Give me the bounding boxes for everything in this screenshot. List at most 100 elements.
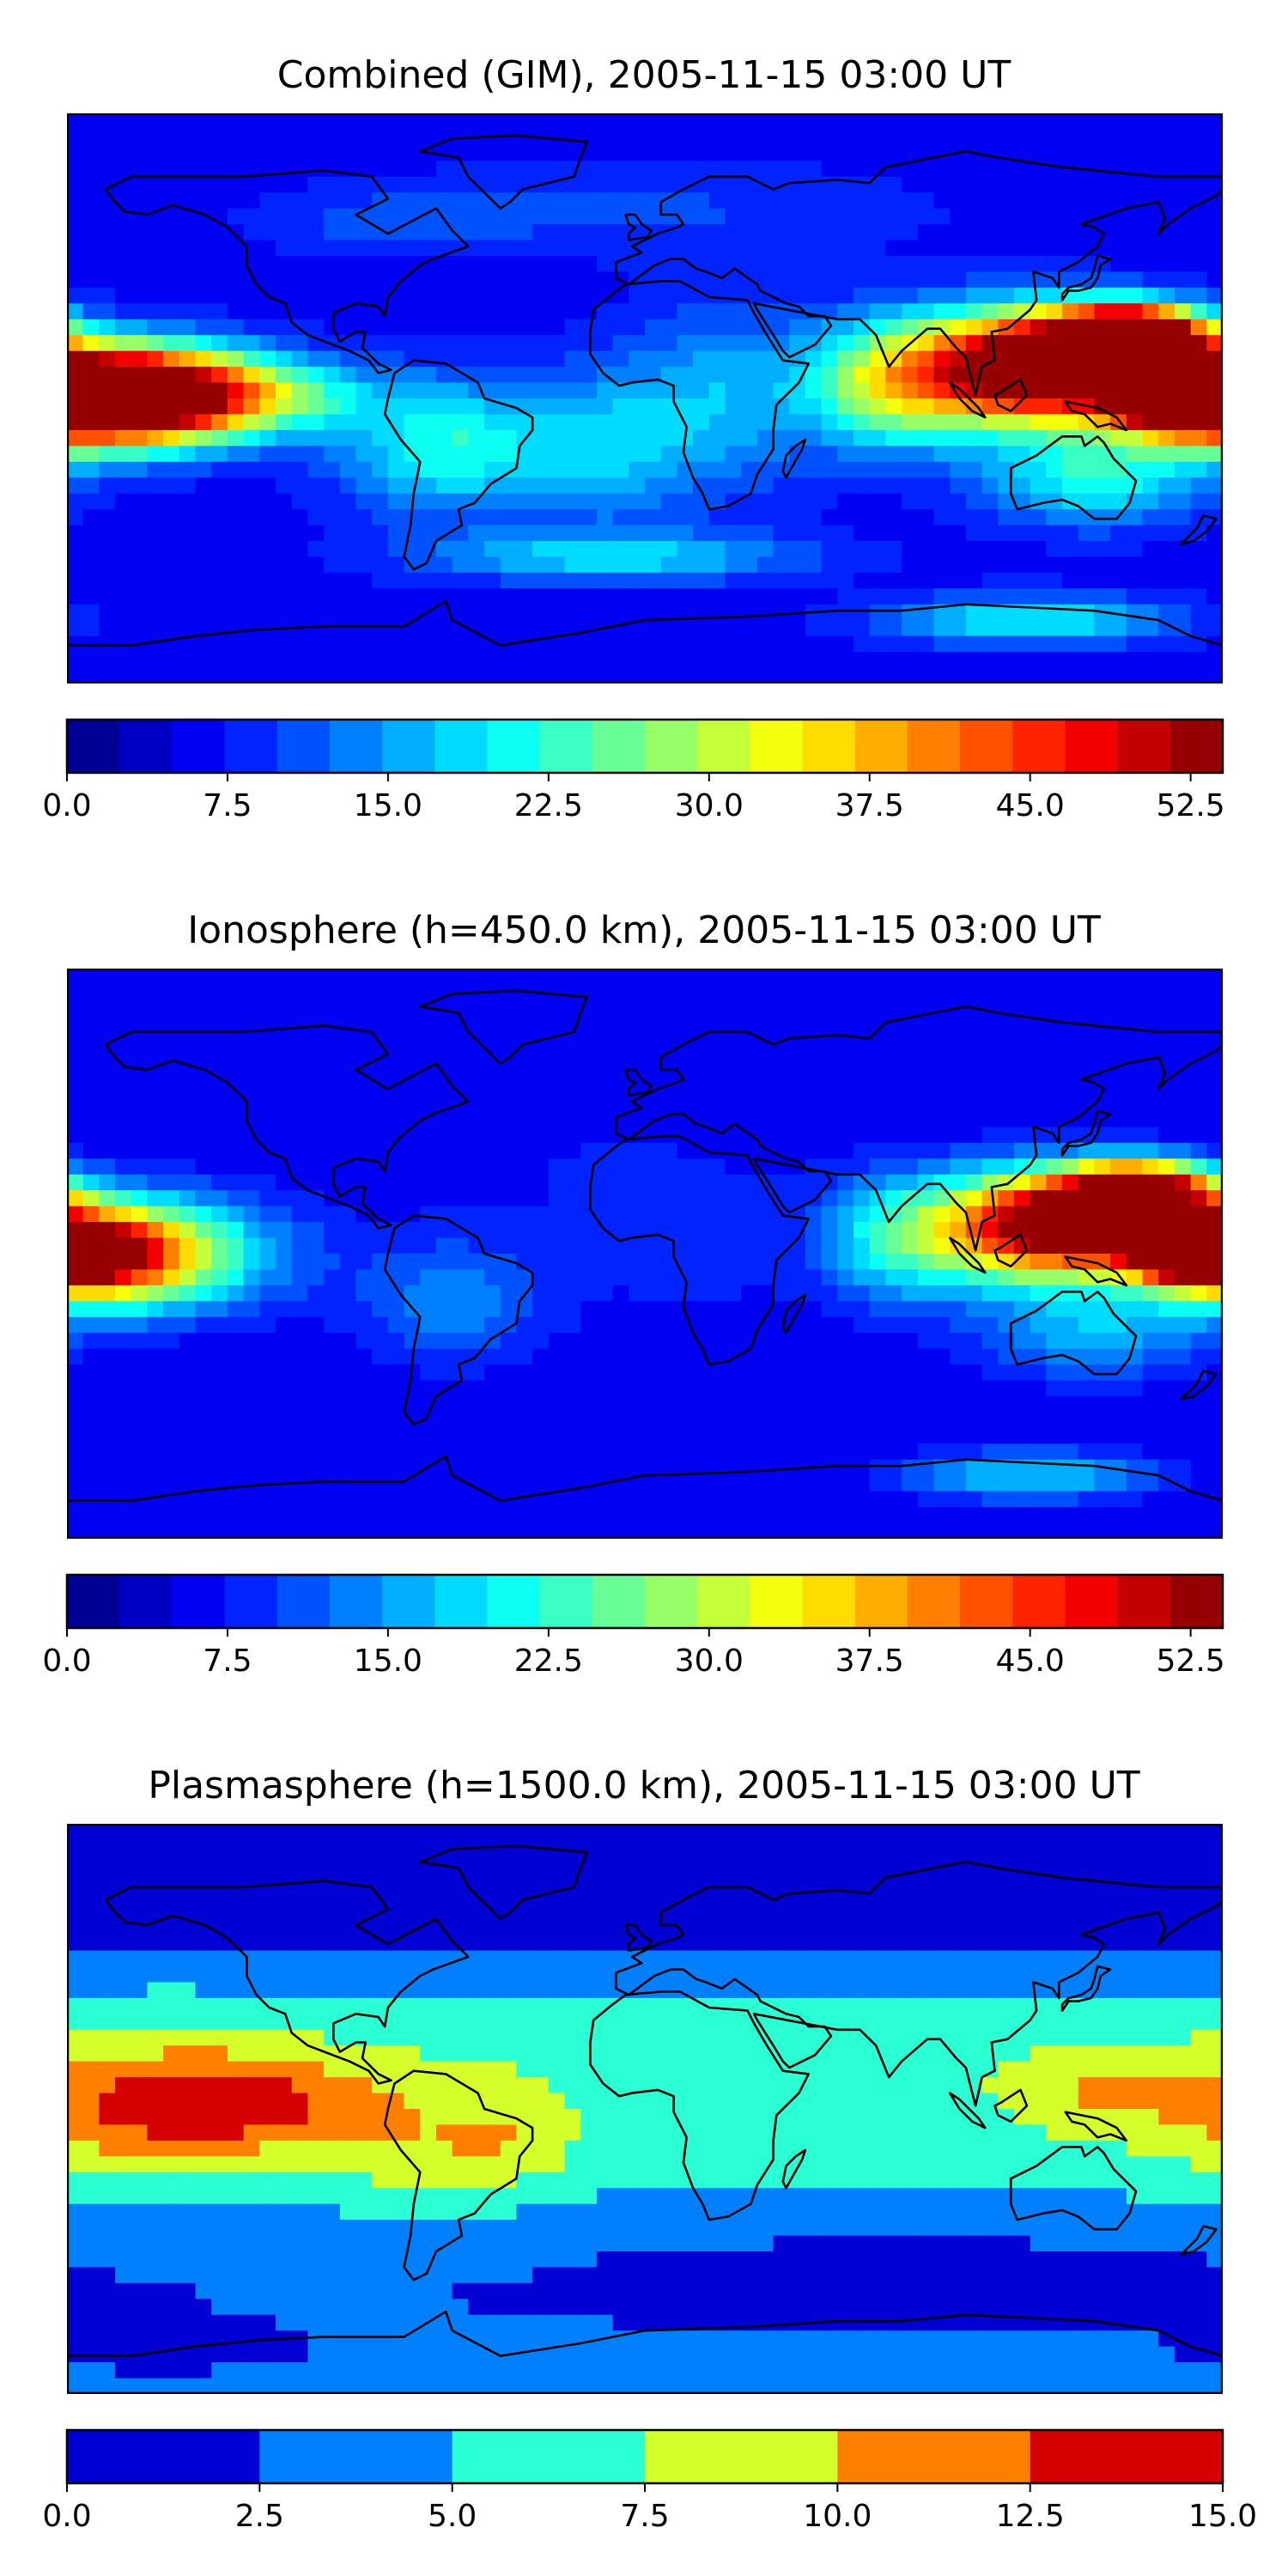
field-cell [1013,509,1031,526]
field-cell [435,1174,453,1191]
field-cell [854,350,871,368]
field-cell [677,382,694,399]
field-cell [420,446,437,463]
field-cell [998,525,1015,542]
field-cell [805,1079,823,1097]
field-cell [484,652,501,669]
field-cell [1174,303,1192,320]
field-cell [468,969,485,986]
field-cell [147,1222,164,1239]
field-cell [854,1174,871,1191]
field-cell [1013,367,1031,384]
field-cell [837,652,854,669]
field-cell [789,287,806,304]
field-cell [484,176,501,193]
field-cell [452,1127,469,1144]
field-cell [837,477,854,495]
field-cell [805,1174,823,1191]
field-cell [324,414,341,431]
field-cell [179,382,197,399]
field-cell [339,1348,357,1365]
field-cell [227,652,245,669]
field-cell [420,1190,437,1207]
field-cell [387,335,405,352]
field-cell [516,541,533,558]
field-cell [1158,604,1176,621]
field-cell [355,287,373,304]
field-cell [933,367,951,384]
field-cell [243,1190,260,1207]
field-cell [564,509,581,526]
field-cell [981,1316,999,1334]
field-cell [99,1316,116,1334]
field-cell [404,1285,421,1302]
field-cell [821,414,838,431]
field-cell [1110,1206,1127,1223]
field-cell [1078,1301,1096,1318]
field-cell [741,129,758,146]
field-cell [1046,414,1063,431]
field-cell [468,1016,485,1033]
field-cell [468,635,485,653]
field-cell [420,1443,437,1461]
field-cell [548,1095,566,1112]
field-cell [854,461,871,478]
field-cell [484,620,501,637]
field-cell [1062,1127,1079,1144]
field-cell [435,1316,453,1334]
field-cell [115,1475,132,1492]
field-cell [548,1158,566,1176]
field-cell [484,1031,501,1048]
field-cell [1206,1237,1223,1255]
field-cell [741,1016,758,1033]
field-cell [500,509,518,526]
field-cell [67,556,84,574]
field-cell [998,256,1015,273]
field-cell [693,1396,710,1413]
field-cell [950,208,967,225]
field-cell [789,509,806,526]
field-cell [1142,113,1159,131]
field-cell [885,1031,902,1048]
field-cell [1190,446,1207,463]
field-cell [756,1380,775,1397]
field-cell [789,335,806,352]
field-cell [355,1301,373,1318]
field-cell [580,635,598,653]
field-cell [291,1333,309,1350]
field-cell [854,303,871,320]
field-cell [677,303,694,320]
field-cell [1142,556,1159,574]
field-cell [773,429,790,447]
field-cell [708,446,726,463]
field-cell [612,477,629,495]
field-cell [933,192,951,210]
field-cell [115,192,132,210]
field-cell [372,984,389,1001]
field-cell [355,161,373,178]
field-cell [837,1412,854,1429]
field-cell [708,984,726,1001]
field-cell [227,1048,245,1065]
field-cell [933,588,951,605]
field-cell [1110,176,1127,193]
field-cell [435,1254,453,1271]
field-cell [387,1127,405,1144]
field-cell [435,319,453,336]
field-cell [339,620,357,637]
field-cell [693,1158,710,1176]
field-cell [484,1443,501,1461]
field-cell [564,224,581,241]
field-cell [869,271,887,289]
field-cell [1142,303,1159,320]
field-cell [885,984,902,1001]
field-cell [902,1048,919,1065]
field-cell [500,1127,518,1144]
field-cell [1206,572,1223,589]
field-cell [468,1048,485,1065]
field-cell [516,620,533,637]
field-cell [773,303,790,320]
field-cell [259,541,276,558]
field-cell [708,1380,726,1397]
field-cell [612,1048,629,1065]
